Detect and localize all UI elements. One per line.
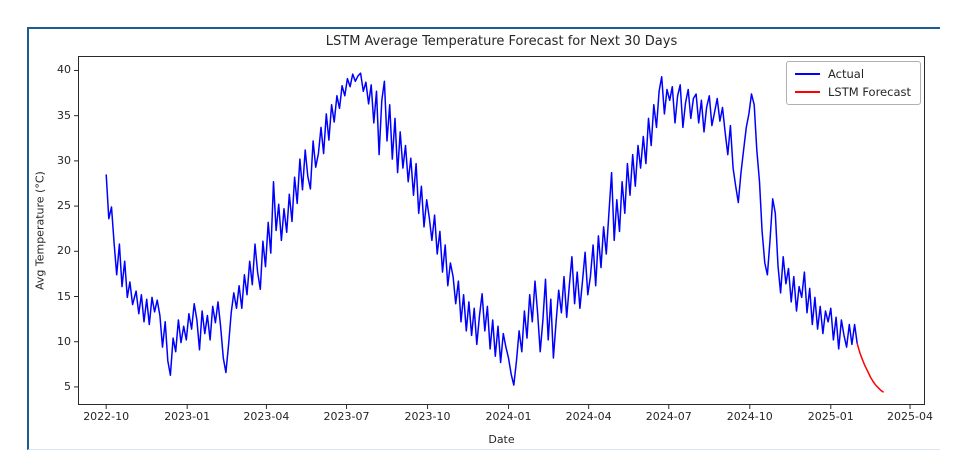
x-tick-label: 2025-01: [807, 410, 854, 423]
y-tick-label: 35: [57, 108, 71, 122]
x-tick-label: 2025-04: [887, 410, 934, 423]
x-tick-label: 2024-04: [565, 410, 612, 423]
y-tick-label: 15: [57, 289, 71, 303]
x-tick-label: 2022-10: [83, 410, 130, 423]
y-tick-label: 20: [57, 244, 71, 258]
x-tick-label: 2024-01: [485, 410, 532, 423]
x-tick-label: 2023-01: [164, 410, 211, 423]
x-tick-label: 2023-07: [323, 410, 370, 423]
x-tick-label: 2024-07: [645, 410, 692, 423]
x-tick-label: 2023-04: [243, 410, 290, 423]
y-tick-label: 40: [57, 63, 71, 77]
legend-label-actual: Actual: [828, 67, 865, 81]
legend-entry-forecast: LSTM Forecast: [795, 85, 911, 99]
legend-label-forecast: LSTM Forecast: [828, 85, 911, 99]
forecast-line-swatch: [795, 91, 821, 93]
y-tick-label: 25: [57, 199, 71, 213]
y-tick-label: 10: [57, 334, 71, 348]
plot-canvas: [74, 56, 925, 409]
y-tick-label: 5: [64, 379, 71, 393]
x-tick-label: 2023-10: [404, 410, 451, 423]
plot-border: [78, 56, 925, 405]
legend-entry-actual: Actual: [795, 67, 911, 81]
x-axis-label: Date: [488, 433, 515, 446]
x-tick-label: 2024-10: [726, 410, 773, 423]
plot-area: Actual LSTM Forecast: [74, 56, 925, 409]
legend: Actual LSTM Forecast: [786, 61, 921, 105]
forecast-line: [856, 343, 885, 393]
chart-title: LSTM Average Temperature Forecast for Ne…: [325, 34, 678, 49]
actual-line: [105, 72, 858, 386]
actual-line-swatch: [795, 73, 821, 75]
tick-marks: [74, 69, 911, 409]
chart-card: LSTM Average Temperature Forecast for Ne…: [27, 27, 940, 450]
y-tick-label: 30: [57, 153, 71, 167]
